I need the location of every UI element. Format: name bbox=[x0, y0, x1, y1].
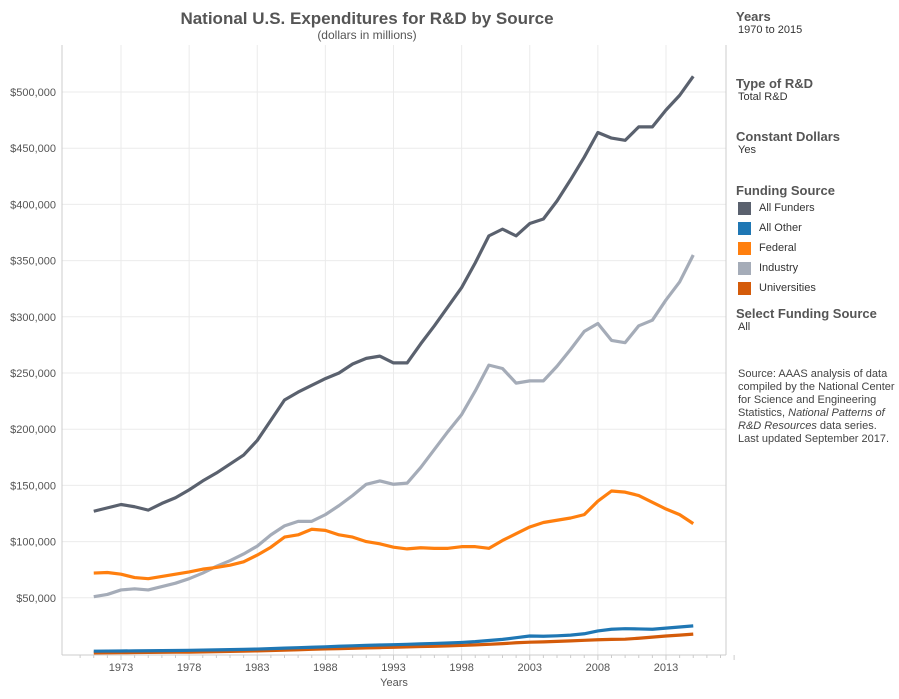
legend-item[interactable]: All Other bbox=[736, 218, 896, 238]
x-tick-label: 1993 bbox=[381, 662, 405, 674]
y-tick-label: $300,000 bbox=[10, 312, 56, 324]
x-tick-label: 2013 bbox=[654, 662, 678, 674]
x-tick-label: 2008 bbox=[586, 662, 610, 674]
y-tick-label: $350,000 bbox=[10, 256, 56, 268]
y-tick-label: $500,000 bbox=[10, 87, 56, 99]
constant-dollars-filter[interactable]: Constant Dollars Yes bbox=[736, 129, 896, 156]
legend-swatch bbox=[738, 241, 751, 255]
select-funding-source-value[interactable]: All bbox=[738, 321, 751, 333]
source-note: Source: AAAS analysis of data compiled b… bbox=[738, 368, 898, 446]
y-tick-label: $150,000 bbox=[10, 480, 56, 492]
legend-label: Industry bbox=[759, 262, 799, 274]
legend-label: Federal bbox=[759, 242, 797, 254]
y-tick-label: $100,000 bbox=[10, 537, 56, 549]
source-text-end: data series. Last updated September 2017… bbox=[738, 420, 890, 445]
legend-swatch bbox=[738, 261, 751, 275]
x-tick-label: 2003 bbox=[518, 662, 542, 674]
years-filter[interactable]: Years 1970 to 2015 bbox=[736, 9, 896, 36]
x-tick-label: 1978 bbox=[177, 662, 201, 674]
years-filter-label: Years bbox=[736, 9, 771, 24]
series-line-universities bbox=[93, 632, 694, 655]
legend-swatch bbox=[738, 281, 751, 295]
type-filter-label: Type of R&D bbox=[736, 76, 814, 91]
x-tick-label: 1983 bbox=[245, 662, 269, 674]
series-line-all-other bbox=[93, 624, 694, 653]
legend-title: Funding Source bbox=[736, 183, 835, 198]
y-tick-label: $250,000 bbox=[10, 368, 56, 380]
legend-item[interactable]: All Funders bbox=[736, 198, 896, 218]
legend-item[interactable]: Industry bbox=[736, 258, 896, 278]
x-tick-label: 1998 bbox=[449, 662, 473, 674]
x-tick-label: 1973 bbox=[109, 662, 133, 674]
y-tick-label: $450,000 bbox=[10, 143, 56, 155]
series-line-all-funders bbox=[93, 75, 695, 513]
y-tick-label: $50,000 bbox=[16, 593, 56, 605]
legend-label: Universities bbox=[759, 282, 816, 294]
legend-swatch bbox=[738, 201, 751, 215]
legend-swatch bbox=[738, 221, 751, 235]
select-funding-source-filter[interactable]: Select Funding Source All bbox=[736, 306, 896, 333]
constant-dollars-label: Constant Dollars bbox=[736, 129, 841, 144]
source-italic: National Patterns of R&D Resources bbox=[738, 407, 885, 432]
chart-subtitle: (dollars in millions) bbox=[317, 28, 417, 42]
legend-item[interactable]: Universities bbox=[736, 278, 896, 298]
chart-title: National U.S. Expenditures for R&D by So… bbox=[180, 9, 554, 28]
x-tick-label: 1988 bbox=[313, 662, 337, 674]
select-funding-source-label: Select Funding Source bbox=[736, 306, 877, 321]
series-line-industry bbox=[93, 254, 695, 599]
legend: Funding Source All Funders All Other Feder… bbox=[736, 183, 896, 298]
type-filter-value[interactable]: Total R&D bbox=[738, 91, 788, 103]
y-tick-label: $400,000 bbox=[10, 199, 56, 211]
series-line-federal bbox=[93, 489, 695, 581]
source-text: Source: AAAS analysis of data compiled b… bbox=[738, 368, 895, 419]
legend-label: All Funders bbox=[759, 202, 815, 214]
y-tick-label: $200,000 bbox=[10, 424, 56, 436]
x-axis-label: Years bbox=[380, 677, 408, 689]
type-filter[interactable]: Type of R&D Total R&D bbox=[736, 76, 896, 103]
years-filter-value[interactable]: 1970 to 2015 bbox=[738, 24, 803, 36]
legend-item[interactable]: Federal bbox=[736, 238, 896, 258]
constant-dollars-value[interactable]: Yes bbox=[738, 144, 756, 156]
legend-label: All Other bbox=[759, 222, 802, 234]
